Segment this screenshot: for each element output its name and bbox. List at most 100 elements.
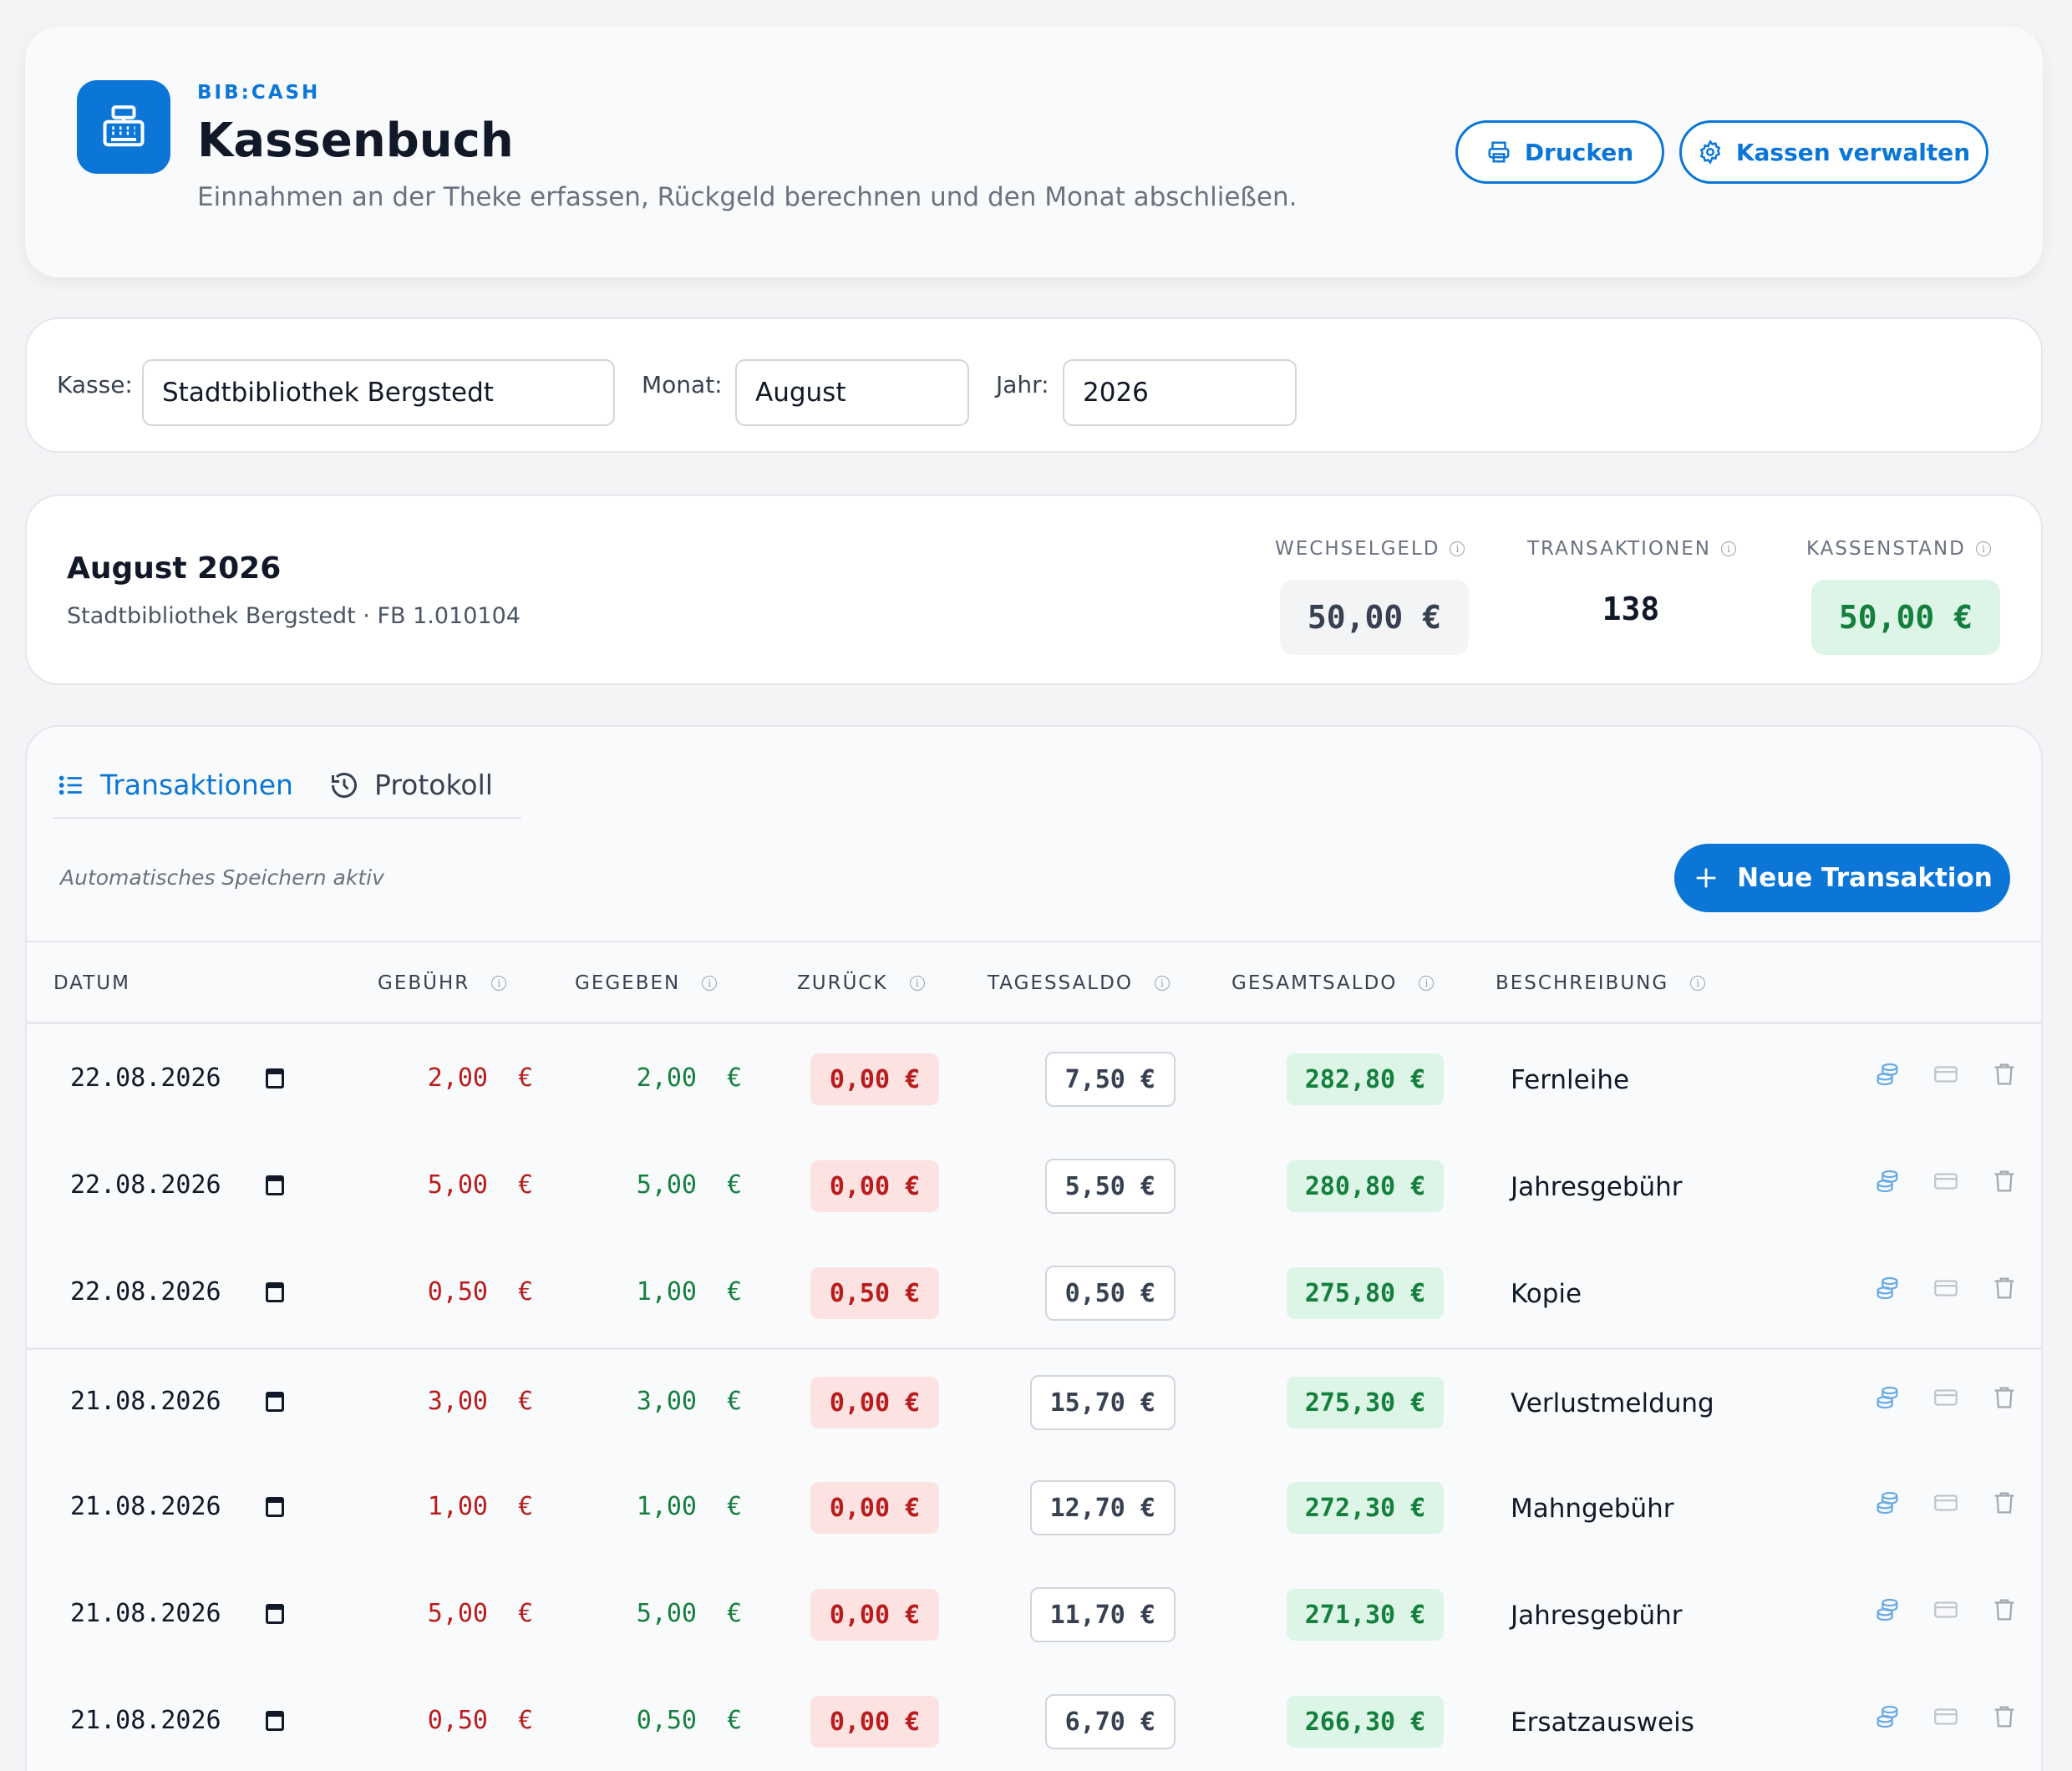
calendar-icon[interactable]	[266, 1392, 284, 1412]
calendar-icon[interactable]	[266, 1175, 284, 1195]
info-icon[interactable]: i	[491, 976, 507, 991]
month-select[interactable]: August	[735, 359, 969, 426]
card-icon[interactable]	[1932, 1274, 1960, 1302]
tab-transactions[interactable]: Transaktionen	[57, 769, 293, 801]
row-date[interactable]: 21.08.2026	[70, 1599, 221, 1628]
page-subtitle: Einnahmen an der Theke erfassen, Rückgel…	[197, 182, 1298, 212]
trash-icon[interactable]	[1990, 1383, 2019, 1412]
row-given[interactable]: 5,00	[636, 1170, 697, 1200]
calendar-icon[interactable]	[266, 1282, 284, 1302]
col-day-balance: TAGESSALDO i	[988, 972, 1170, 994]
print-button-label: Drucken	[1524, 138, 1634, 166]
row-day-balance: 6,70 €	[1044, 1694, 1176, 1749]
coins-icon[interactable]	[1873, 1596, 1902, 1624]
row-fee[interactable]: 5,00	[427, 1170, 488, 1200]
tab-log[interactable]: Protokoll	[329, 769, 493, 801]
card-icon[interactable]	[1932, 1167, 1960, 1195]
coins-icon[interactable]	[1873, 1489, 1902, 1517]
col-description: BESCHREIBUNG i	[1496, 972, 1706, 994]
calendar-icon[interactable]	[266, 1711, 284, 1731]
tab-divider	[53, 817, 521, 819]
trash-icon[interactable]	[1990, 1060, 2019, 1088]
col-date-label: DATUM	[53, 972, 130, 994]
fee-currency: €	[518, 1387, 534, 1416]
row-fee[interactable]: 0,50	[427, 1706, 488, 1735]
coins-icon[interactable]	[1873, 1702, 1902, 1731]
row-total-balance: 282,80 €	[1287, 1053, 1444, 1105]
row-date[interactable]: 22.08.2026	[70, 1063, 221, 1093]
trash-icon[interactable]	[1990, 1702, 2019, 1731]
year-select[interactable]: 2026	[1063, 359, 1297, 426]
row-given[interactable]: 3,00	[636, 1387, 697, 1416]
row-description[interactable]: Jahresgebühr	[1511, 1601, 1683, 1631]
new-transaction-button[interactable]: Neue Transaktion	[1674, 844, 2010, 912]
info-icon[interactable]: i	[702, 976, 718, 991]
card-icon[interactable]	[1932, 1060, 1960, 1088]
tab-log-label: Protokoll	[374, 769, 493, 801]
summary-card: August 2026 Stadtbibliothek Bergstedt · …	[25, 495, 2043, 685]
cash-balance-label: KASSENSTAND i	[1806, 538, 1991, 560]
row-date[interactable]: 21.08.2026	[70, 1387, 221, 1416]
change-money-label: WECHSELGELD i	[1275, 538, 1465, 560]
col-given-label: GEGEBEN	[575, 972, 681, 994]
info-icon[interactable]: i	[1975, 541, 1991, 556]
info-icon[interactable]: i	[909, 976, 925, 991]
info-icon[interactable]: i	[1690, 976, 1706, 991]
row-date[interactable]: 22.08.2026	[70, 1170, 221, 1200]
info-icon[interactable]: i	[1720, 541, 1736, 556]
row-description[interactable]: Mahngebühr	[1511, 1494, 1674, 1524]
row-given[interactable]: 0,50	[636, 1706, 697, 1735]
row-total-balance: 275,80 €	[1287, 1267, 1444, 1319]
calendar-icon[interactable]	[266, 1068, 284, 1088]
row-description[interactable]: Verlustmeldung	[1511, 1388, 1714, 1418]
cash-balance-label-text: KASSENSTAND	[1806, 538, 1966, 560]
trash-icon[interactable]	[1990, 1167, 2019, 1195]
row-fee[interactable]: 1,00	[427, 1492, 488, 1521]
row-fee[interactable]: 5,00	[427, 1599, 488, 1628]
manage-registers-button[interactable]: Kassen verwalten	[1679, 120, 1988, 184]
register-select[interactable]: Stadtbibliothek Bergstedt	[142, 359, 615, 426]
row-given[interactable]: 1,00	[636, 1492, 697, 1521]
card-icon[interactable]	[1932, 1489, 1960, 1517]
transactions-count-value: 138	[1602, 591, 1660, 627]
row-description[interactable]: Kopie	[1511, 1279, 1582, 1309]
row-date[interactable]: 22.08.2026	[70, 1277, 221, 1307]
row-fee[interactable]: 0,50	[427, 1277, 488, 1307]
coins-icon[interactable]	[1873, 1383, 1902, 1412]
coins-icon[interactable]	[1873, 1167, 1902, 1195]
manage-button-label: Kassen verwalten	[1735, 138, 1971, 166]
tab-transactions-label: Transaktionen	[100, 769, 293, 801]
row-fee[interactable]: 3,00	[427, 1387, 488, 1416]
history-icon	[332, 772, 357, 798]
fee-currency: €	[518, 1706, 534, 1735]
row-date[interactable]: 21.08.2026	[70, 1706, 221, 1735]
info-icon[interactable]: i	[1419, 976, 1435, 991]
summary-period: August 2026	[67, 551, 282, 586]
row-fee[interactable]: 2,00	[427, 1063, 488, 1093]
col-day-balance-label: TAGESSALDO	[988, 972, 1133, 994]
col-date: DATUM	[53, 972, 130, 994]
print-button[interactable]: Drucken	[1455, 120, 1664, 184]
row-description[interactable]: Ersatzausweis	[1511, 1708, 1694, 1738]
card-icon[interactable]	[1932, 1702, 1960, 1731]
trash-icon[interactable]	[1990, 1274, 2019, 1302]
card-icon[interactable]	[1932, 1383, 1960, 1412]
info-icon[interactable]: i	[1154, 976, 1170, 991]
calendar-icon[interactable]	[266, 1604, 284, 1624]
coins-icon[interactable]	[1873, 1274, 1902, 1302]
card-icon[interactable]	[1932, 1596, 1960, 1624]
row-given[interactable]: 5,00	[636, 1599, 697, 1628]
trash-icon[interactable]	[1990, 1489, 2019, 1517]
row-description[interactable]: Fernleihe	[1511, 1065, 1630, 1095]
calendar-icon[interactable]	[266, 1497, 284, 1517]
trash-icon[interactable]	[1990, 1596, 2019, 1624]
info-icon[interactable]: i	[1450, 541, 1465, 556]
table-row: 21.08.2026 1,00 € 1,00 € 0,00 € 12,70 € …	[27, 1455, 2041, 1562]
row-day-balance: 15,70 €	[1029, 1375, 1176, 1430]
row-description[interactable]: Jahresgebühr	[1511, 1172, 1683, 1202]
coins-icon[interactable]	[1873, 1060, 1902, 1088]
row-given[interactable]: 2,00	[636, 1063, 697, 1093]
col-back: ZURÜCK i	[797, 972, 925, 994]
row-date[interactable]: 21.08.2026	[70, 1492, 221, 1521]
row-given[interactable]: 1,00	[636, 1277, 697, 1307]
